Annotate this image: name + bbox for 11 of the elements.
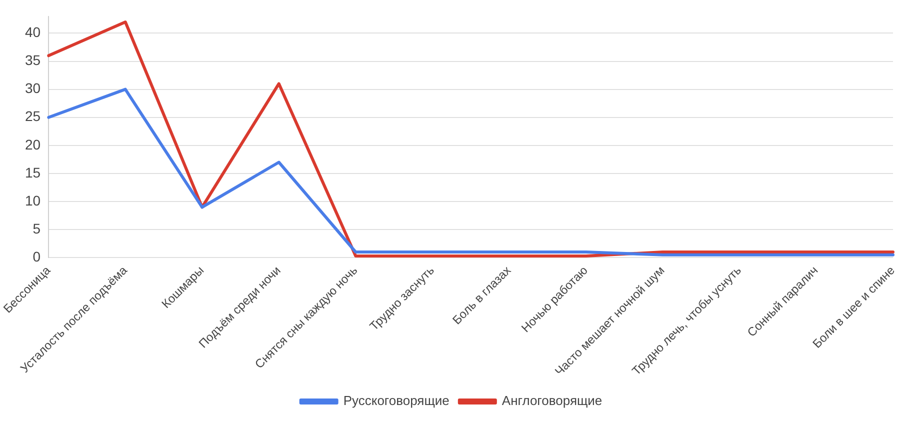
y-tick-label: 35 [25, 52, 41, 68]
legend-label: Русскоговорящие [343, 393, 450, 408]
y-tick-label: 20 [25, 136, 41, 152]
y-tick-label: 15 [25, 164, 41, 180]
y-tick-label: 25 [25, 108, 41, 124]
y-tick-label: 30 [25, 80, 41, 96]
y-tick-label: 0 [32, 248, 41, 264]
y-tick-label: 10 [25, 192, 41, 208]
y-tick-label: 40 [25, 24, 41, 40]
y-tick-label: 5 [32, 220, 41, 236]
legend-label: Англоговорящие [502, 393, 602, 408]
